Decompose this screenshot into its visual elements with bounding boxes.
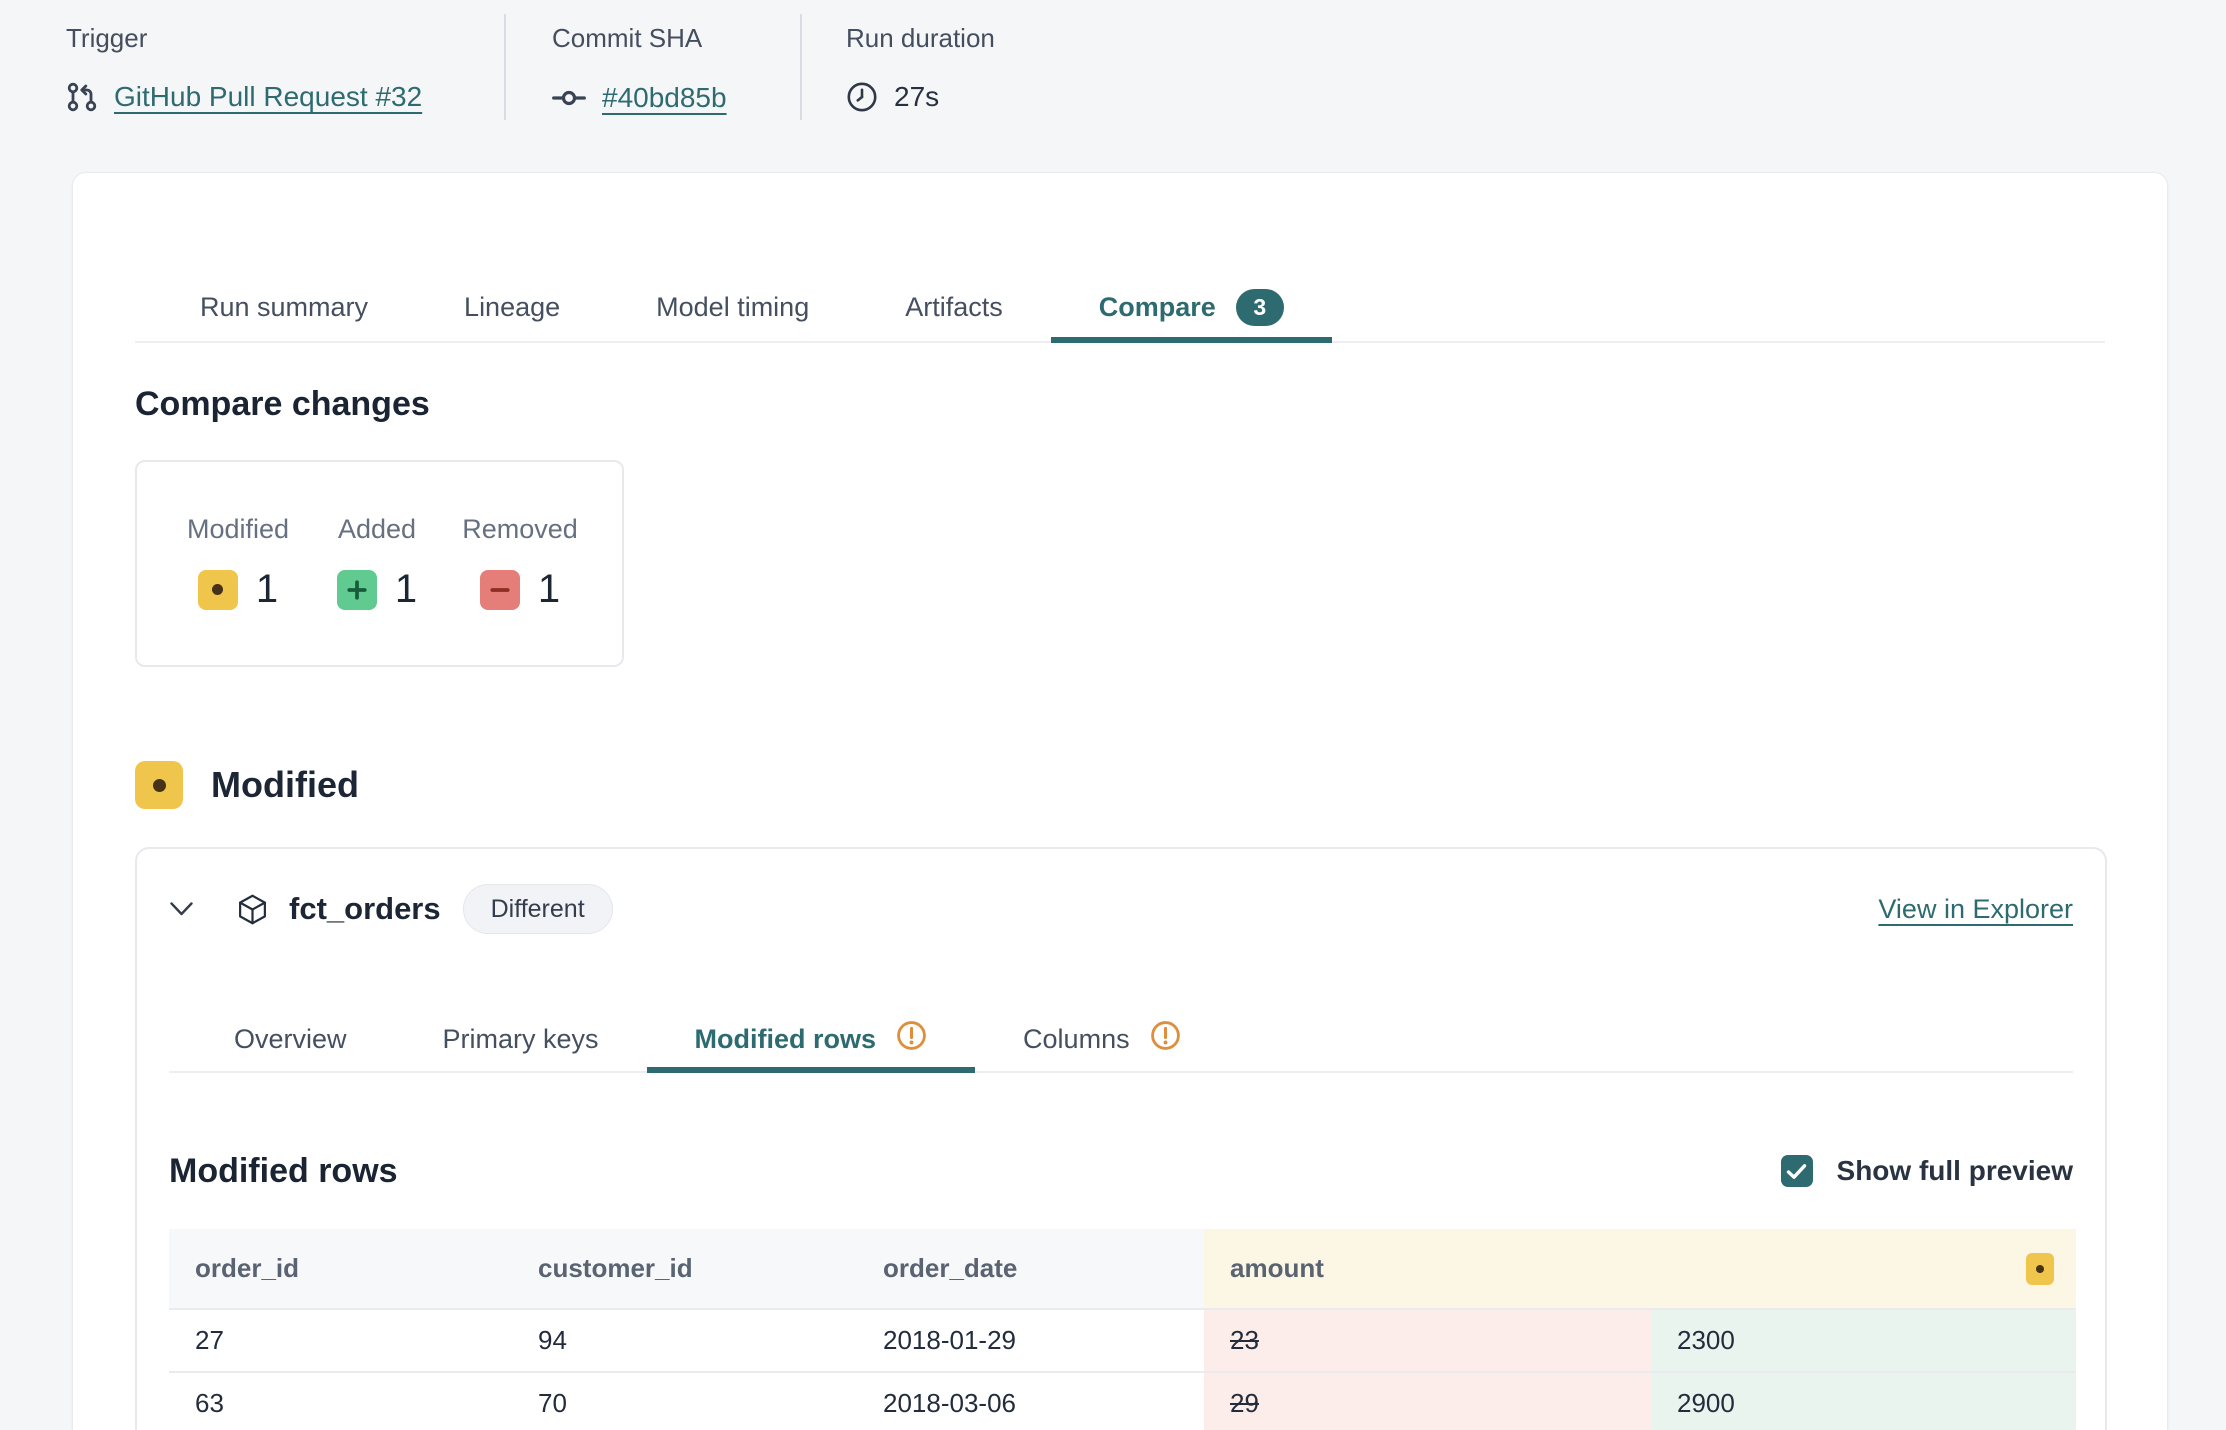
column-header-order-id: order_id xyxy=(169,1229,512,1308)
trigger-label: Trigger xyxy=(66,23,148,53)
modified-count: 1 xyxy=(255,567,279,611)
cell-order-id: 63 xyxy=(195,1388,224,1418)
status-badge: Different xyxy=(462,884,613,934)
tab-primary-keys[interactable]: Primary keys xyxy=(442,1023,599,1054)
main-tabs: Run summary Lineage Model timing Artifac… xyxy=(135,271,2105,343)
show-full-preview-checkbox[interactable] xyxy=(1780,1155,1813,1187)
model-name: fct_orders xyxy=(289,891,441,926)
tab-overview[interactable]: Overview xyxy=(234,1023,347,1054)
model-card-header: fct_orders Different View in Explorer xyxy=(169,883,2073,935)
cell-amount-old: 23 xyxy=(1204,1310,1651,1371)
tab-artifacts[interactable]: Artifacts xyxy=(905,291,1003,322)
summary-added: Added 1 xyxy=(317,514,437,665)
header-divider xyxy=(800,14,802,120)
warning-icon xyxy=(1150,1020,1181,1058)
removed-count: 1 xyxy=(537,567,561,611)
cell-amount-new: 2300 xyxy=(1651,1310,2076,1371)
modified-dot-icon xyxy=(197,569,238,610)
duration-section: Run duration 27s xyxy=(802,14,995,120)
modified-rows-table: order_id customer_id order_date amount 2… xyxy=(169,1229,2076,1430)
modified-rows-header: Modified rows Show full preview xyxy=(169,1149,2073,1193)
compare-changes-title: Compare changes xyxy=(135,385,430,423)
trigger-section: Trigger GitHub Pull Request #32 xyxy=(66,14,504,120)
tab-compare[interactable]: Compare 3 xyxy=(1050,271,1332,343)
commit-section: Commit SHA #40bd85b xyxy=(506,14,800,120)
model-tabs: Overview Primary keys Modified rows Colu… xyxy=(169,1005,2073,1073)
added-count: 1 xyxy=(394,567,418,611)
added-plus-icon xyxy=(336,569,377,610)
tab-run-summary[interactable]: Run summary xyxy=(200,291,369,322)
duration-value: 27s xyxy=(894,80,940,112)
cell-amount-new: 2900 xyxy=(1651,1373,2076,1430)
modified-section-icon xyxy=(135,761,183,809)
summary-modified: Modified 1 xyxy=(172,514,304,665)
cell-amount-old: 29 xyxy=(1204,1373,1651,1430)
header-divider xyxy=(504,14,506,120)
table-row: 27 94 2018-01-29 23 2300 xyxy=(169,1308,2076,1371)
trigger-link[interactable]: GitHub Pull Request #32 xyxy=(114,80,423,112)
column-header-customer-id: customer_id xyxy=(512,1229,857,1308)
chevron-down-icon[interactable] xyxy=(169,902,193,916)
package-icon xyxy=(236,892,269,927)
cell-order-id: 27 xyxy=(195,1325,224,1355)
cell-order-date: 2018-03-06 xyxy=(883,1388,1016,1418)
commit-link[interactable]: #40bd85b xyxy=(602,81,727,113)
modified-section-header: Modified xyxy=(135,761,2105,809)
git-pull-request-icon xyxy=(66,81,98,113)
show-full-preview-label: Show full preview xyxy=(1836,1155,2073,1186)
show-full-preview-toggle: Show full preview xyxy=(1780,1155,2073,1187)
tab-columns[interactable]: Columns xyxy=(975,1005,1229,1073)
duration-label: Run duration xyxy=(846,23,995,53)
column-header-order-date: order_date xyxy=(857,1229,1204,1308)
compare-count-badge: 3 xyxy=(1235,288,1284,326)
view-in-explorer-link[interactable]: View in Explorer xyxy=(1878,893,2073,924)
summary-removed: Removed 1 xyxy=(450,514,590,665)
cell-order-date: 2018-01-29 xyxy=(883,1325,1016,1355)
modified-section-title: Modified xyxy=(211,764,359,805)
model-card-fct-orders: fct_orders Different View in Explorer Ov… xyxy=(135,847,2107,1430)
warning-icon xyxy=(896,1020,927,1058)
tab-model-timing[interactable]: Model timing xyxy=(656,291,810,322)
cell-customer-id: 70 xyxy=(538,1388,567,1418)
added-label: Added xyxy=(337,514,417,544)
modified-label: Modified xyxy=(186,514,290,544)
cell-customer-id: 94 xyxy=(538,1325,567,1355)
commit-label: Commit SHA xyxy=(552,23,703,53)
modified-dot-icon xyxy=(2026,1252,2054,1285)
compare-summary-card: Modified 1 Added 1 Removed 1 xyxy=(135,460,624,667)
table-row: 63 70 2018-03-06 29 2900 xyxy=(169,1371,2076,1430)
table-header: order_id customer_id order_date amount xyxy=(169,1229,2076,1308)
tab-lineage[interactable]: Lineage xyxy=(464,291,561,322)
removed-label: Removed xyxy=(462,514,578,544)
clock-icon xyxy=(846,81,878,113)
tab-modified-rows[interactable]: Modified rows xyxy=(646,1005,976,1073)
git-commit-icon xyxy=(552,81,586,115)
removed-minus-icon xyxy=(479,569,520,610)
changed-column-marker xyxy=(1651,1229,2076,1308)
modified-rows-title: Modified rows xyxy=(169,1151,398,1190)
run-header: Trigger GitHub Pull Request #32 Commit S… xyxy=(66,14,995,120)
run-detail-card: Run summary Lineage Model timing Artifac… xyxy=(72,172,2168,1430)
column-header-amount: amount xyxy=(1204,1229,1651,1308)
table-body: 27 94 2018-01-29 23 2300 63 70 2018-03-0… xyxy=(169,1308,2076,1430)
